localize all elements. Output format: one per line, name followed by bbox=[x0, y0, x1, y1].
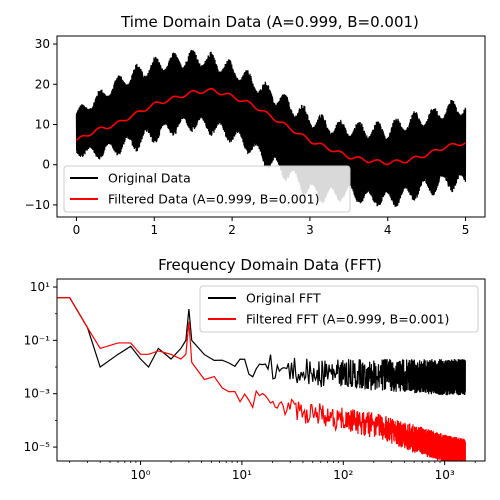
plot1-xtick-label: 3 bbox=[306, 223, 314, 237]
plot2-ytick-label: 10¹ bbox=[30, 280, 50, 294]
plot2-ytick-label: 10⁻³ bbox=[24, 387, 51, 401]
plot2-ticks: 10⁰ 10¹ 10² 10³ 10⁻⁵ 10⁻³ 10⁻¹ 10¹ bbox=[24, 280, 476, 482]
frequency-domain-chart: Frequency Domain Data (FFT) 10⁰ 10¹ 10² 10³… bbox=[24, 256, 486, 482]
plot1-xtick-label: 2 bbox=[228, 223, 236, 237]
plot2-xtick-label: 10¹ bbox=[232, 468, 252, 482]
plot1-xtick-label: 0 bbox=[73, 223, 81, 237]
plot2-title: Frequency Domain Data (FFT) bbox=[158, 256, 382, 274]
plot2-series-group bbox=[57, 297, 466, 462]
plot1-series-group bbox=[75, 49, 467, 207]
plot2-series-original-fft bbox=[57, 297, 466, 396]
plot1-legend: Original Data Filtered Data (A=0.999, B=… bbox=[63, 165, 351, 213]
plot2-series-filtered-fft bbox=[57, 297, 466, 462]
plot1-legend-box bbox=[63, 165, 351, 213]
plot2-legend-label-original: Original FFT bbox=[246, 291, 321, 306]
plot1-xtick-label: 4 bbox=[384, 223, 392, 237]
plot1-legend-label-original: Original Data bbox=[108, 171, 191, 186]
plot2-xtick-label: 10³ bbox=[435, 468, 455, 482]
plot1-xtick-label: 1 bbox=[150, 223, 158, 237]
plot1-series-filtered-data bbox=[75, 87, 467, 166]
plot2-xtick-label: 10⁰ bbox=[130, 468, 150, 482]
plot2-ytick-label: 10⁻⁵ bbox=[24, 440, 51, 454]
plot1-title: Time Domain Data (A=0.999, B=0.001) bbox=[120, 13, 419, 31]
plot1-ytick-label: 20 bbox=[35, 77, 50, 91]
plot1-axes-frame bbox=[56, 35, 486, 218]
plot2-ytick-label: 10⁻¹ bbox=[24, 333, 51, 347]
time-domain-chart: Time Domain Data (A=0.999, B=0.001) 0 1 2 3… bbox=[25, 13, 486, 237]
plot1-legend-label-filtered: Filtered Data (A=0.999, B=0.001) bbox=[108, 192, 319, 207]
plot1-series-original-data bbox=[75, 49, 467, 207]
plot2-legend-box bbox=[199, 285, 479, 333]
plot2-xtick-label: 10² bbox=[333, 468, 353, 482]
plot2-legend: Original FFT Filtered FFT (A=0.999, B=0.… bbox=[199, 285, 479, 333]
plot1-ytick-label: 30 bbox=[35, 37, 50, 51]
plot1-xtick-label: 5 bbox=[462, 223, 470, 237]
plot1-ytick-label: −10 bbox=[25, 198, 50, 212]
plot1-ticks: 0 1 2 3 4 5 −10 0 10 20 30 bbox=[25, 37, 470, 237]
plot1-ytick-label: 0 bbox=[42, 158, 50, 172]
plot1-ytick-label: 10 bbox=[35, 117, 50, 131]
plot2-legend-label-filtered: Filtered FFT (A=0.999, B=0.001) bbox=[246, 312, 449, 327]
plot2-axes-frame bbox=[56, 278, 486, 462]
